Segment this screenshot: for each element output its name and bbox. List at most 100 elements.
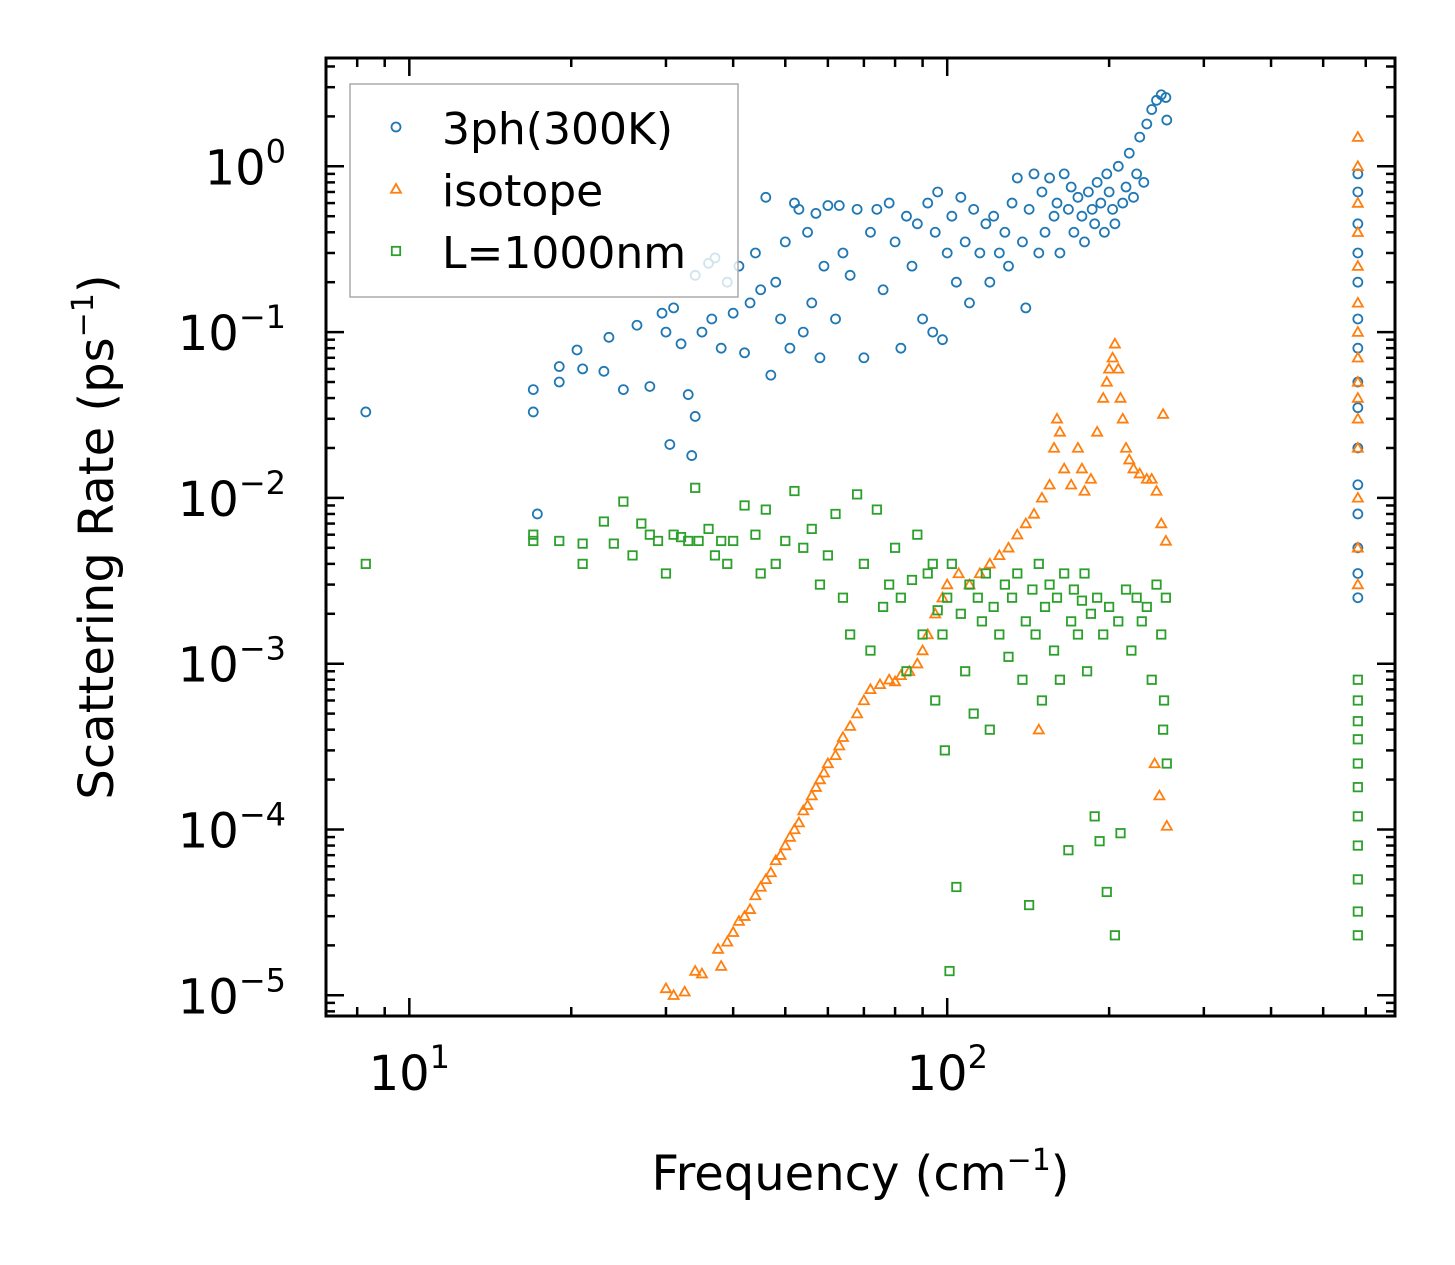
data-point <box>793 203 805 215</box>
data-point <box>798 542 809 553</box>
data-point <box>1100 375 1114 387</box>
data-point <box>1120 584 1132 595</box>
data-point <box>895 592 906 603</box>
data-point <box>690 482 701 493</box>
data-point <box>1151 579 1162 590</box>
data-point <box>1351 325 1365 337</box>
data-point <box>1352 479 1364 491</box>
data-point <box>774 848 788 860</box>
data-point <box>1102 362 1116 374</box>
data-point <box>1351 296 1365 308</box>
data-point <box>743 902 757 914</box>
data-point <box>1001 540 1016 553</box>
data-point <box>939 745 950 756</box>
series-2 <box>360 482 1363 977</box>
data-point <box>1027 507 1041 519</box>
data-point <box>1101 168 1113 180</box>
data-point <box>1146 674 1157 685</box>
data-point <box>950 276 962 288</box>
data-point <box>844 269 856 281</box>
legend-box <box>349 83 739 298</box>
data-point <box>1058 168 1070 180</box>
data-point <box>951 881 962 893</box>
data-point <box>577 538 588 549</box>
data-point <box>1352 313 1364 325</box>
data-point <box>739 500 750 511</box>
data-point <box>999 579 1010 590</box>
data-point <box>682 389 694 400</box>
data-point <box>1044 172 1055 184</box>
legend-entry: isotope <box>389 166 603 217</box>
data-point <box>1003 651 1014 662</box>
data-point <box>984 724 995 735</box>
data-point <box>1039 601 1051 613</box>
data-point <box>631 319 643 331</box>
data-point <box>1104 601 1115 613</box>
data-point <box>779 236 791 248</box>
data-point <box>1352 592 1364 604</box>
legend-marker <box>389 182 403 194</box>
data-point <box>845 629 856 640</box>
data-point <box>937 629 948 640</box>
data-point <box>1006 197 1018 209</box>
data-point <box>1096 391 1110 403</box>
data-point <box>1068 226 1080 238</box>
data-point <box>709 550 721 561</box>
data-point <box>901 210 912 222</box>
data-point <box>873 677 887 690</box>
data-point <box>1089 811 1100 822</box>
data-point <box>952 566 966 579</box>
data-point <box>818 260 830 272</box>
data-point <box>1047 441 1061 453</box>
data-point <box>1091 176 1103 188</box>
data-point <box>1020 302 1032 314</box>
data-point <box>1101 886 1112 898</box>
data-point <box>1033 558 1044 569</box>
data-point <box>770 558 781 569</box>
data-point <box>1076 210 1088 222</box>
legend-label: L=1000nm <box>442 228 686 279</box>
data-point <box>1116 411 1130 424</box>
data-point <box>1108 336 1122 349</box>
data-point <box>1351 130 1365 142</box>
data-point <box>750 529 761 540</box>
data-point <box>944 965 955 977</box>
data-point <box>1030 629 1041 640</box>
data-point <box>1123 147 1135 159</box>
data-point <box>528 535 539 547</box>
data-point <box>1126 461 1141 474</box>
data-point <box>1136 616 1147 627</box>
data-point <box>716 535 727 547</box>
data-point <box>912 529 923 540</box>
data-point <box>598 516 609 527</box>
data-point <box>817 765 831 778</box>
data-point <box>1066 616 1077 627</box>
data-point <box>778 838 792 851</box>
data-point <box>946 558 957 569</box>
x-tick-label: 101 <box>369 1038 450 1102</box>
data-point <box>659 981 673 994</box>
data-point <box>1068 584 1079 595</box>
data-point <box>728 535 739 547</box>
data-point <box>660 568 672 579</box>
data-point <box>937 334 948 346</box>
data-point <box>1158 695 1170 706</box>
data-point <box>858 352 870 364</box>
data-point <box>770 276 782 288</box>
data-point <box>916 643 930 656</box>
data-point <box>942 592 953 603</box>
data-point <box>1160 592 1171 603</box>
data-point <box>858 558 869 569</box>
data-point <box>1145 472 1159 484</box>
data-point <box>1146 104 1158 115</box>
data-point <box>1050 411 1064 424</box>
data-point <box>877 284 889 296</box>
data-point <box>1032 722 1046 735</box>
data-point <box>696 326 708 338</box>
data-point <box>660 326 672 338</box>
data-point <box>830 508 841 520</box>
data-point <box>1086 203 1098 215</box>
data-point <box>1352 716 1363 727</box>
data-point <box>1082 186 1094 198</box>
legend-marker <box>390 121 402 133</box>
